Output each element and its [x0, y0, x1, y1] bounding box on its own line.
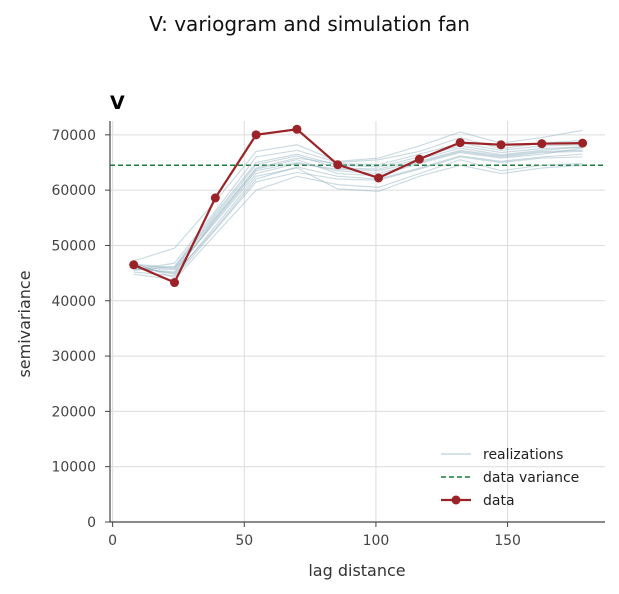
- realization-line: [133, 142, 583, 270]
- data-point: [374, 173, 384, 183]
- x-tick-label: 0: [108, 533, 117, 549]
- realizations-layer: [133, 129, 583, 281]
- data-point: [414, 154, 424, 164]
- y-tick-label: 30000: [51, 349, 96, 365]
- grid-layer: [110, 121, 605, 523]
- data-point: [537, 139, 547, 149]
- realization-line: [133, 136, 583, 271]
- realization-line: [133, 147, 583, 274]
- data-point: [292, 124, 302, 134]
- axes-layer: [105, 121, 605, 527]
- y-tick-label: 50000: [51, 238, 96, 254]
- legend-data-marker: [451, 495, 461, 505]
- realization-line: [133, 129, 583, 262]
- legend-data-variance-label: data variance: [483, 470, 579, 486]
- legend-data-label: data: [483, 493, 515, 509]
- figure-title: V: variogram and simulation fan: [149, 12, 470, 36]
- data-point: [170, 278, 180, 288]
- realization-line: [133, 149, 583, 271]
- legend-realizations-label: realizations: [483, 447, 563, 463]
- y-axis-label: semivariance: [15, 270, 34, 377]
- realization-line: [133, 153, 583, 275]
- x-tick-label: 100: [363, 533, 390, 549]
- x-tick-label: 50: [235, 533, 253, 549]
- data-point: [333, 160, 343, 170]
- data-point: [496, 140, 506, 150]
- realization-line: [133, 164, 583, 277]
- data-point: [251, 130, 261, 140]
- legend: realizations data variance data: [441, 447, 579, 509]
- y-tick-label: 70000: [51, 128, 96, 144]
- y-tick-label: 0: [87, 515, 96, 531]
- data-point: [455, 138, 465, 148]
- y-tick-label: 10000: [51, 460, 96, 476]
- realization-line: [133, 146, 583, 269]
- x-axis-label: lag distance: [308, 561, 405, 580]
- data-layer: [129, 124, 588, 288]
- data-line: [133, 128, 583, 284]
- data-point: [210, 193, 220, 203]
- panel-label: V: [110, 92, 125, 114]
- realization-line: [133, 145, 583, 271]
- data-point: [578, 138, 588, 148]
- tick-labels: 0 50 100 150 0 10000 20000 30000 40000 50000 60000…: [51, 128, 520, 549]
- x-tick-label: 150: [494, 533, 521, 549]
- realization-line: [133, 156, 583, 279]
- y-tick-label: 60000: [51, 183, 96, 199]
- data-point: [129, 260, 139, 270]
- realization-line: [133, 159, 583, 281]
- y-tick-label: 40000: [51, 294, 96, 310]
- y-tick-label: 20000: [51, 404, 96, 420]
